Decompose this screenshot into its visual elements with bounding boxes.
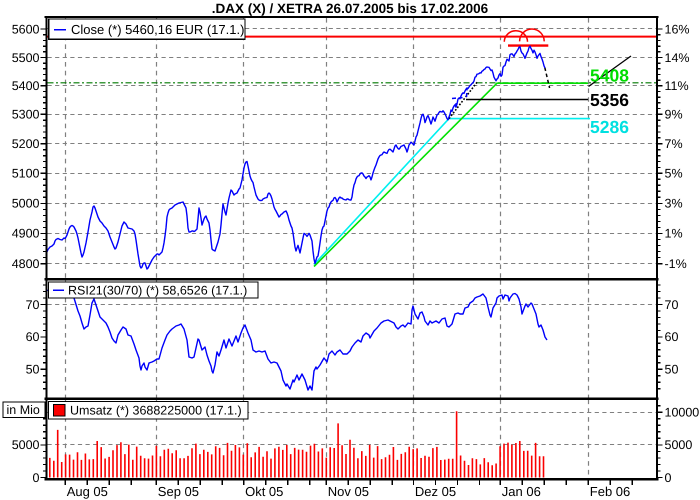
svg-text:Jan 06: Jan 06: [502, 484, 541, 499]
svg-text:50: 50: [26, 363, 40, 377]
svg-text:5286: 5286: [590, 117, 629, 137]
svg-text:Dez 05: Dez 05: [415, 484, 456, 499]
svg-text:60: 60: [665, 330, 679, 344]
svg-text:9%: 9%: [665, 108, 683, 122]
svg-text:1%: 1%: [665, 227, 683, 241]
svg-text:5408: 5408: [590, 66, 629, 86]
svg-text:in Mio: in Mio: [7, 403, 40, 417]
svg-text:5600: 5600: [12, 22, 40, 36]
svg-text:16%: 16%: [665, 22, 690, 36]
svg-text:11%: 11%: [665, 79, 689, 93]
svg-text:-1%: -1%: [665, 257, 687, 271]
svg-text:5200: 5200: [12, 137, 40, 151]
svg-text:10000: 10000: [665, 406, 700, 420]
svg-text:70: 70: [665, 298, 679, 312]
svg-text:5500: 5500: [12, 51, 40, 65]
svg-text:5100: 5100: [12, 167, 40, 181]
svg-text:Aug 05: Aug 05: [67, 484, 108, 499]
svg-text:Sep 05: Sep 05: [158, 484, 199, 499]
svg-text:5000: 5000: [12, 197, 40, 211]
svg-text:Okt 05: Okt 05: [245, 484, 283, 499]
svg-text:RSI21(30/70) (*) 58,6526 (17.1: RSI21(30/70) (*) 58,6526 (17.1.): [68, 284, 247, 298]
svg-text:5000: 5000: [12, 438, 40, 452]
svg-text:0: 0: [665, 471, 672, 485]
svg-text:4800: 4800: [12, 257, 40, 271]
svg-text:3%: 3%: [665, 197, 683, 211]
svg-text:7%: 7%: [665, 137, 683, 151]
svg-text:60: 60: [26, 330, 40, 344]
svg-text:5400: 5400: [12, 79, 40, 93]
svg-text:5356: 5356: [590, 90, 629, 110]
svg-text:70: 70: [26, 298, 40, 312]
svg-text:Feb 06: Feb 06: [590, 484, 630, 499]
svg-text:Nov 05: Nov 05: [328, 484, 369, 499]
svg-text:Umsatz (*) 3688225000 (17.1.): Umsatz (*) 3688225000 (17.1.): [70, 404, 242, 418]
svg-text:14%: 14%: [665, 51, 690, 65]
svg-text:4900: 4900: [12, 227, 40, 241]
svg-text:Close (*) 5460,16 EUR (17.1.): Close (*) 5460,16 EUR (17.1.): [71, 22, 244, 37]
svg-text:5%: 5%: [665, 167, 683, 181]
svg-text:5000: 5000: [665, 438, 693, 452]
svg-text:.DAX (X) / XETRA 26.07.2005 bi: .DAX (X) / XETRA 26.07.2005 bis 17.02.20…: [212, 1, 489, 16]
svg-text:0: 0: [33, 471, 40, 485]
svg-text:50: 50: [665, 363, 679, 377]
svg-text:5300: 5300: [12, 108, 40, 122]
